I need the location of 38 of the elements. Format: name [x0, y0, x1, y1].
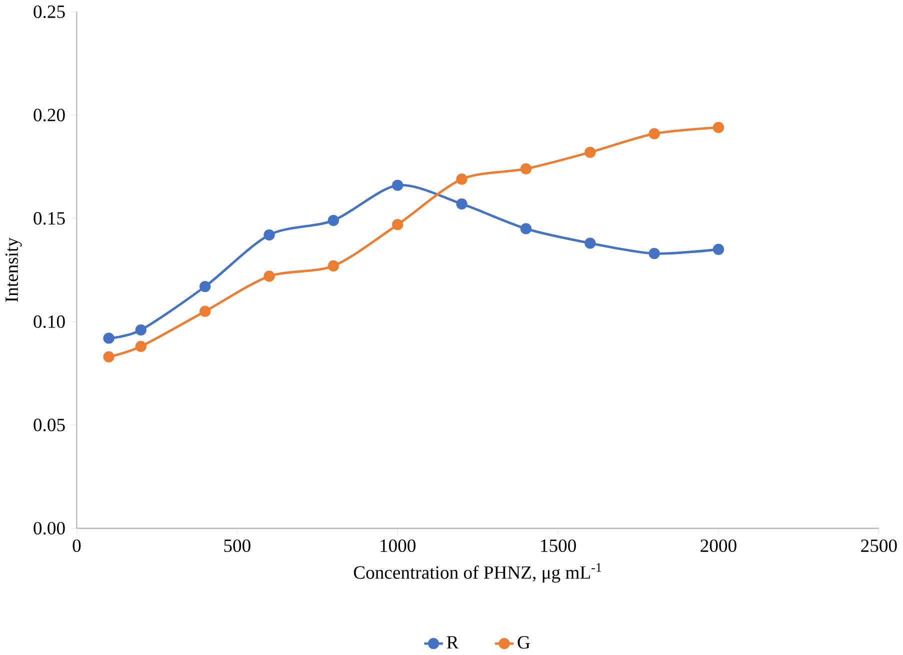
- point: [648, 248, 660, 259]
- point: [264, 270, 275, 282]
- point: [456, 173, 468, 185]
- point: [456, 198, 468, 210]
- point: [648, 128, 660, 140]
- y-tick-label: 0.05: [34, 418, 65, 432]
- y-tick-label: 0.10: [34, 315, 65, 328]
- point: [584, 237, 596, 249]
- x-tick-label: 1500: [541, 539, 576, 552]
- point: [199, 306, 211, 317]
- point: [199, 280, 211, 292]
- point: [392, 180, 404, 191]
- y-tick-label: 0.20: [34, 108, 65, 122]
- point: [520, 163, 532, 174]
- x-tick-label: 2500: [861, 539, 897, 552]
- x-tick-label: 500: [224, 539, 250, 552]
- point: [392, 218, 404, 230]
- point: [712, 244, 724, 255]
- point: [103, 351, 114, 362]
- point: [135, 324, 146, 336]
- legend-label: G: [518, 636, 530, 649]
- point: [103, 332, 114, 344]
- point: [135, 340, 146, 352]
- point: [328, 260, 340, 272]
- x-tick-label: 2000: [700, 539, 736, 552]
- point: [712, 122, 724, 133]
- y-tick-label: 0.15: [34, 212, 65, 225]
- y-axis-title: Intensity: [5, 237, 22, 302]
- point: [264, 229, 275, 240]
- point: [584, 146, 596, 158]
- x-tick-label: 1000: [380, 539, 416, 552]
- y-tick-label: 0.25: [34, 5, 65, 18]
- x-axis-title: Concentration of PHNZ, μg mL$^{-1}$: [354, 563, 602, 582]
- legend-label: R: [446, 636, 459, 648]
- y-tick-label: 0.00: [34, 522, 65, 534]
- x-tick-label: 0: [72, 539, 81, 552]
- point: [328, 214, 340, 226]
- point: [520, 222, 532, 234]
